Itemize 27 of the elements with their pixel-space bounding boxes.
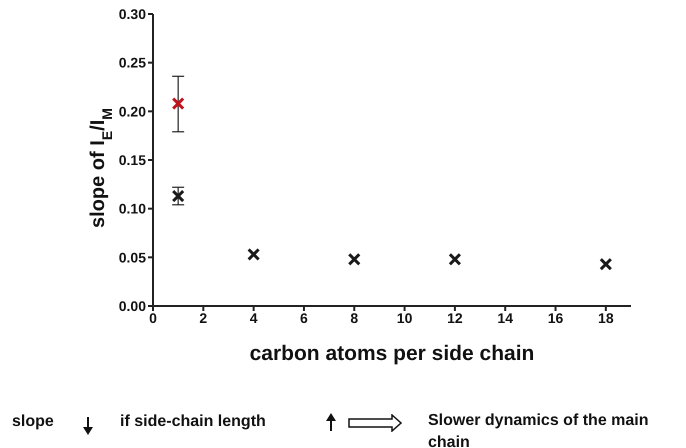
text: slope bbox=[12, 413, 54, 431]
x-tick-label: 6 bbox=[300, 310, 308, 326]
text: if side-chain length bbox=[120, 413, 266, 431]
x-tick-label: 0 bbox=[149, 310, 158, 326]
point bbox=[172, 190, 185, 203]
point bbox=[599, 258, 612, 271]
point bbox=[247, 248, 260, 261]
text: Slower dynamics of the main chain bbox=[428, 411, 650, 448]
point bbox=[172, 97, 185, 110]
x-tick-label: 14 bbox=[497, 310, 514, 326]
x-tick-label: 4 bbox=[250, 310, 258, 326]
x-tick-label: 8 bbox=[350, 310, 358, 326]
x-tick-label: 2 bbox=[199, 310, 208, 326]
point bbox=[448, 252, 462, 266]
y-tick-label: 0.25 bbox=[118, 54, 146, 71]
point bbox=[348, 252, 361, 266]
x-tick-label: 16 bbox=[548, 310, 564, 326]
y-tick-label: 0.15 bbox=[118, 152, 146, 168]
y-tick-label: 0.30 bbox=[118, 6, 146, 22]
x-tick-label: 10 bbox=[396, 310, 413, 326]
y-tick-label: 0.00 bbox=[118, 298, 146, 314]
x-tick-label: 12 bbox=[447, 310, 463, 326]
y-tick-label: 0.20 bbox=[118, 103, 146, 120]
y-tick-label: 0.05 bbox=[118, 249, 146, 266]
y-tick-label: 0.10 bbox=[118, 200, 146, 217]
x-axis-title: carbon atoms per side chain bbox=[248, 342, 536, 366]
x-tick-label: 18 bbox=[598, 310, 614, 326]
